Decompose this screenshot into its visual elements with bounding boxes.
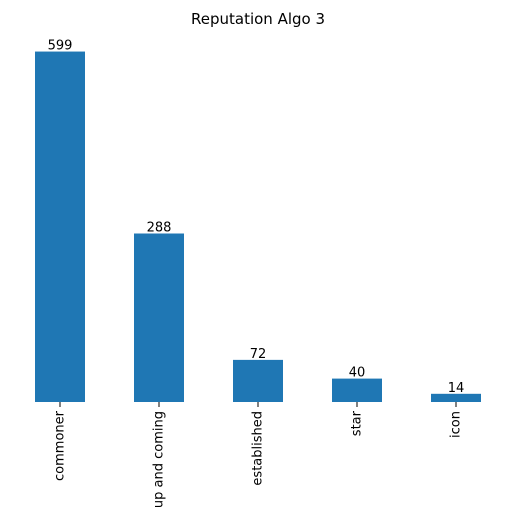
value-label-up-and-coming: 288 xyxy=(147,221,172,236)
x-tick-label-up-and-coming: up and coming xyxy=(152,411,167,508)
chart-title: Reputation Algo 3 xyxy=(191,10,325,28)
bar-up-and-coming xyxy=(134,233,184,402)
value-label-established: 72 xyxy=(250,347,267,362)
value-label-star: 40 xyxy=(349,366,366,381)
x-axis-ticks: commoner up and coming established star icon xyxy=(53,402,464,508)
value-labels-group: 599 288 72 40 14 xyxy=(48,39,465,396)
bars-group xyxy=(35,51,481,403)
bar-commoner xyxy=(35,51,85,403)
x-tick-label-star: star xyxy=(350,410,365,436)
bar-star xyxy=(332,378,382,402)
x-tick-label-icon: icon xyxy=(449,411,464,438)
value-label-commoner: 599 xyxy=(48,39,73,54)
value-label-icon: 14 xyxy=(448,381,465,396)
x-tick-label-commoner: commoner xyxy=(53,410,68,481)
bar-icon xyxy=(431,393,481,402)
bar-established xyxy=(233,359,283,402)
x-tick-label-established: established xyxy=(251,411,266,486)
